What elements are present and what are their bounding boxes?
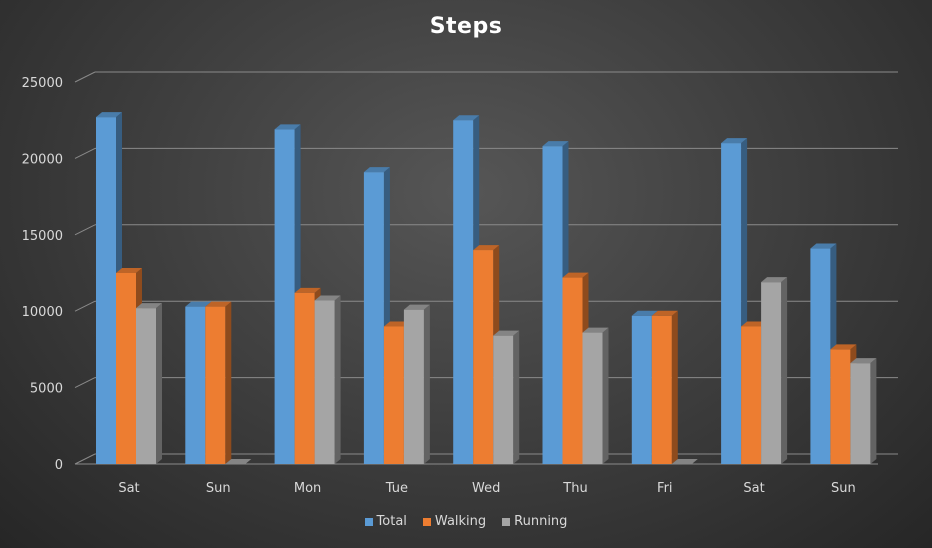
bar-top (294, 287, 321, 293)
bar-total (453, 120, 474, 464)
bar-walking (116, 273, 136, 464)
legend-label-total: Total (376, 514, 407, 529)
bar-top (473, 245, 500, 251)
y-tick-label: 5000 (30, 382, 63, 397)
y-tick-label: 15000 (22, 229, 63, 244)
bar-top (810, 243, 837, 249)
bar-running (314, 300, 335, 464)
bar-total (631, 315, 652, 464)
bar-top (562, 272, 589, 278)
legend-swatch-total (364, 517, 373, 526)
legend-label-walking: Walking (434, 514, 487, 529)
bar-walking (651, 315, 672, 464)
bar-top (542, 141, 569, 147)
bar-total (274, 129, 295, 465)
legend-item-walking: Walking (422, 514, 487, 529)
bar-walking (383, 326, 404, 464)
legend-swatch-running (502, 517, 511, 526)
bar-total (721, 143, 742, 464)
bar-top (136, 303, 162, 309)
gridline-side (74, 147, 96, 159)
x-tick-label: Wed (472, 481, 500, 496)
bar-walking (473, 250, 494, 464)
legend: Total Walking Running (0, 514, 932, 529)
bar-top (363, 167, 390, 173)
bar-top (741, 321, 768, 327)
bar-walking (205, 306, 226, 464)
legend-swatch-walking (422, 517, 431, 526)
bar-running (761, 282, 782, 464)
y-tick-label: 20000 (22, 152, 63, 167)
chart-title: Steps (429, 14, 503, 39)
bar-top (850, 358, 877, 364)
gridline-side (74, 377, 96, 389)
gridline-side (74, 224, 96, 236)
x-tick-label: Tue (385, 481, 408, 496)
x-tick-label: Fri (657, 481, 673, 496)
legend-item-running: Running (502, 514, 567, 529)
gridline-side (74, 300, 96, 312)
bar-side (870, 358, 877, 464)
y-tick-label: 0 (55, 458, 63, 473)
bar-side (334, 295, 341, 464)
bar-running (136, 308, 156, 464)
bar-top (830, 344, 857, 350)
bar-top (225, 459, 252, 464)
bar-top (761, 277, 788, 283)
bar-running (582, 332, 603, 464)
x-tick-label: Sat (118, 481, 139, 496)
x-tick-label: Thu (562, 481, 587, 496)
bar-top (493, 330, 520, 336)
bar-top (582, 327, 609, 333)
bar-total (363, 172, 384, 465)
bar-running (493, 335, 514, 464)
x-tick-label: Sat (743, 481, 764, 496)
bar-walking (562, 277, 583, 464)
legend-label-running: Running (514, 514, 568, 529)
bar-side (781, 277, 788, 464)
x-tick-label: Sun (206, 481, 231, 496)
bar-total (96, 117, 116, 465)
bar-walking (741, 326, 762, 464)
bar-top (96, 112, 122, 118)
bar-total (185, 306, 206, 464)
bar-top (651, 310, 678, 316)
bar-side (602, 327, 609, 464)
bar-top (274, 124, 301, 130)
bar-walking (830, 349, 851, 464)
y-tick-label: 25000 (22, 76, 63, 91)
bar-side (513, 330, 520, 464)
bar-top (314, 295, 341, 301)
x-tick-label: Sun (831, 481, 856, 496)
bar-top (453, 115, 480, 121)
bar-top (205, 301, 232, 307)
bar-side (423, 304, 430, 464)
y-tick-label: 10000 (22, 305, 63, 320)
bar-running (850, 363, 871, 464)
bar-top (671, 459, 698, 464)
bar-side (671, 310, 678, 464)
gridline-side (74, 453, 96, 465)
bar-top (631, 310, 658, 316)
bar-top (403, 304, 430, 310)
bar-top (116, 268, 142, 273)
bar-side (225, 301, 232, 464)
legend-item-total: Total (364, 514, 407, 529)
bar-walking (294, 292, 315, 464)
bar-top (383, 321, 410, 327)
bar-side (156, 303, 162, 464)
gridline-side (74, 71, 96, 83)
bar-running (403, 309, 424, 464)
x-tick-label: Mon (294, 481, 321, 496)
bar-top (721, 138, 748, 144)
bar-top (185, 301, 212, 307)
bar-total (542, 146, 563, 464)
bar-total (810, 248, 831, 464)
